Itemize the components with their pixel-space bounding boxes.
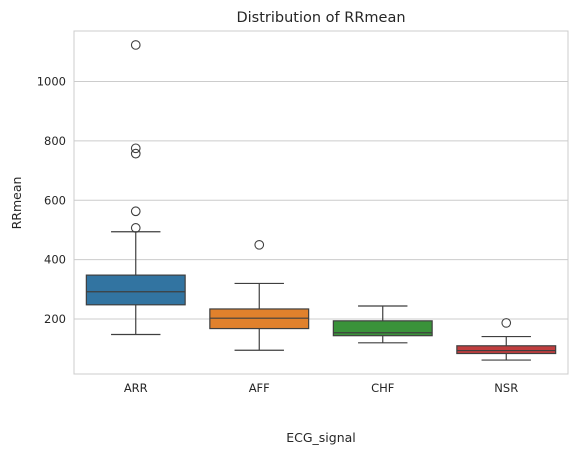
box-arr xyxy=(85,40,186,336)
boxes xyxy=(85,40,557,361)
grid-lines xyxy=(74,80,568,320)
y-axis-label: RRmean xyxy=(9,177,24,230)
outlier-point xyxy=(130,223,141,233)
outlier-point xyxy=(130,40,141,50)
y-tick-label: 1000 xyxy=(37,74,66,88)
outlier-point xyxy=(130,148,141,159)
x-tick-label: ARR xyxy=(124,381,148,395)
outlier-point xyxy=(130,143,141,154)
x-axis-ticks: ARR AFF CHF NSR xyxy=(124,381,518,395)
box-aff xyxy=(209,239,310,351)
y-tick-label: 600 xyxy=(44,193,66,207)
y-tick-label: 200 xyxy=(44,312,66,326)
outlier-point xyxy=(130,206,141,217)
box-chf xyxy=(332,305,433,344)
plot-area-frame xyxy=(73,30,569,375)
x-tick-label: AFF xyxy=(249,381,270,395)
box-iqr xyxy=(332,320,433,337)
x-axis-label: ECG_signal xyxy=(286,430,356,445)
y-tick-label: 400 xyxy=(44,253,66,267)
y-axis-ticks: 200 400 600 800 1000 xyxy=(37,74,66,326)
x-tick-label: CHF xyxy=(371,381,394,395)
outlier-point xyxy=(254,239,265,250)
x-tick-label: NSR xyxy=(494,381,518,395)
chart-title: Distribution of RRmean xyxy=(236,10,405,26)
box-iqr xyxy=(85,274,186,306)
box-nsr xyxy=(456,318,557,361)
box-iqr xyxy=(456,345,557,355)
outlier-point xyxy=(501,318,512,328)
y-tick-label: 800 xyxy=(44,134,66,148)
